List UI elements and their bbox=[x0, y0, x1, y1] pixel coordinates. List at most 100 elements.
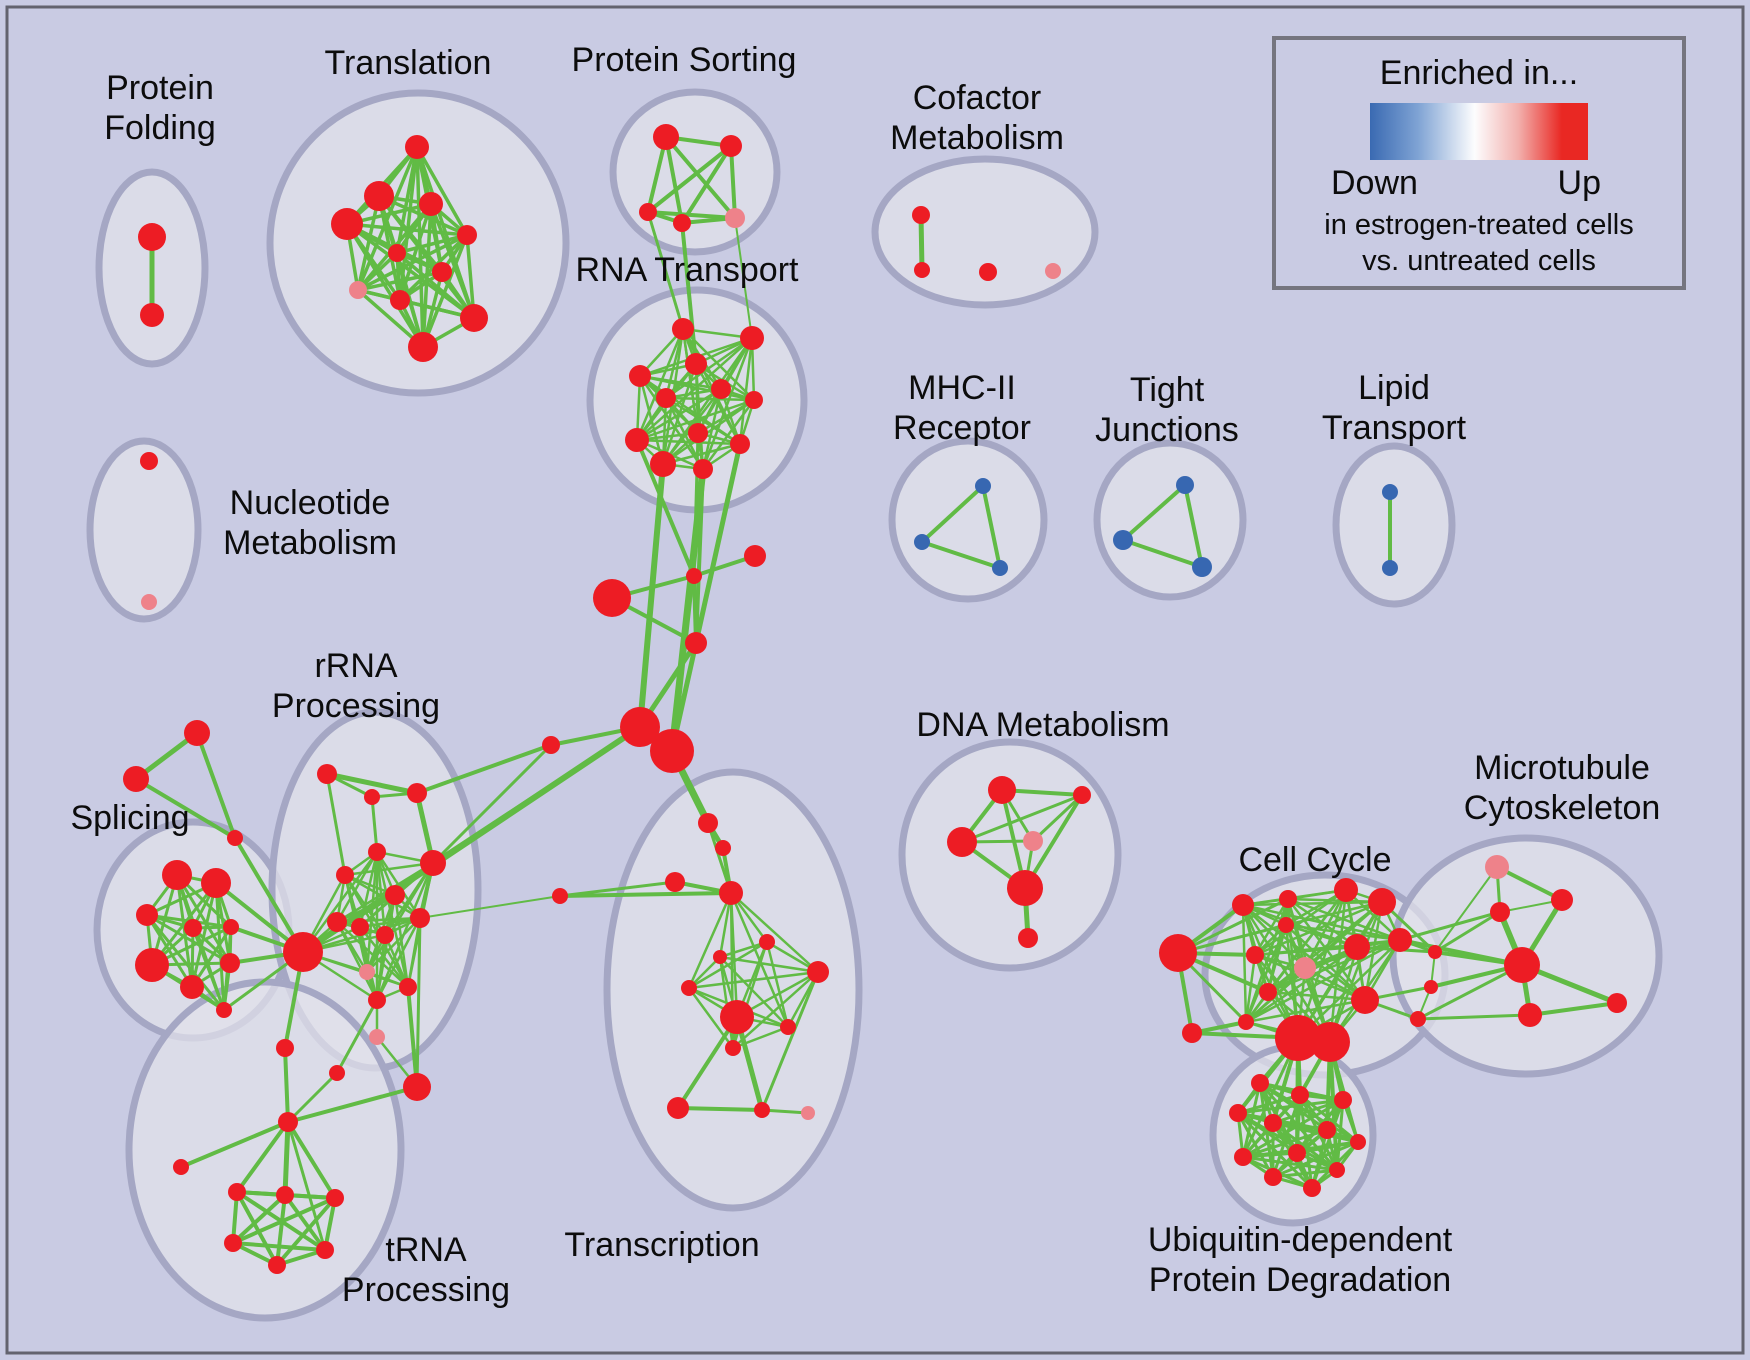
node-tr11 bbox=[408, 332, 438, 362]
node-nm1 bbox=[140, 452, 158, 470]
cluster-label-lipid-transport-line1: Lipid bbox=[1358, 369, 1430, 407]
node-rt5 bbox=[656, 388, 676, 408]
node-tp1 bbox=[278, 1112, 298, 1132]
edge-ps2-ps5 bbox=[729, 144, 737, 220]
edge-tg3-rr12 bbox=[233, 836, 305, 954]
edge-rr1-rr5 bbox=[325, 772, 347, 877]
node-tr6 bbox=[388, 244, 406, 262]
edge-cc1-cc13 bbox=[1241, 903, 1332, 1044]
edge-sp3-sp9 bbox=[145, 913, 226, 1012]
node-rr1 bbox=[317, 764, 337, 784]
node-h2 bbox=[744, 545, 766, 567]
cluster-label-ubiquitin-degradation-line2: Protein Degradation bbox=[1149, 1261, 1451, 1299]
edge-ub8-ub9 bbox=[1241, 1151, 1299, 1159]
edge-rt2-rt9 bbox=[635, 336, 754, 442]
edge-cc9-cc10 bbox=[1244, 945, 1359, 1024]
cluster-label-microtubule-cytoskeleton-line1: Microtubule bbox=[1474, 749, 1650, 787]
edge-cc5-cc8 bbox=[1266, 923, 1288, 994]
node-cc4 bbox=[1368, 888, 1396, 916]
edge-ps2-ps4 bbox=[680, 144, 733, 225]
edge-ps4-rt3 bbox=[680, 221, 698, 366]
edge-tg1-tg3 bbox=[195, 731, 237, 840]
cluster-ellipse-dna-metabolism bbox=[898, 738, 1122, 972]
edge-rr17-tp1 bbox=[286, 1071, 339, 1124]
edge-tr5-tr8 bbox=[356, 233, 469, 292]
node-tp2 bbox=[173, 1159, 189, 1175]
node-tr9 bbox=[390, 290, 410, 310]
legend-subtitle-line1: in estrogen-treated cells bbox=[1324, 209, 1634, 241]
edge-tp4-tp8 bbox=[275, 1193, 287, 1267]
edge-rt9-rt10 bbox=[635, 438, 742, 446]
cluster-label-lipid-transport-line2: Transport bbox=[1322, 409, 1467, 447]
node-tg3 bbox=[227, 830, 243, 846]
node-ps5 bbox=[725, 208, 745, 228]
edge-mh1-mh2 bbox=[920, 484, 985, 544]
node-tr7 bbox=[432, 262, 452, 282]
node-tp4 bbox=[276, 1186, 294, 1204]
node-rr17 bbox=[329, 1065, 345, 1081]
edge-h6-rr6 bbox=[431, 743, 553, 865]
node-tx4 bbox=[719, 881, 743, 905]
edge-dm2-dm4 bbox=[1031, 793, 1084, 843]
node-cc12 bbox=[1275, 1015, 1321, 1061]
node-rr11 bbox=[376, 926, 394, 944]
node-mc2 bbox=[1490, 902, 1510, 922]
edge-rr16-tp1 bbox=[283, 1046, 290, 1124]
edge-tx6-tx7 bbox=[718, 955, 820, 974]
node-cc2 bbox=[1279, 890, 1297, 908]
edge-sp3-sp8 bbox=[145, 913, 232, 965]
node-lt2 bbox=[1382, 560, 1398, 576]
edge-tr4-tr5 bbox=[345, 222, 469, 237]
edge-tr6-tr10 bbox=[395, 251, 476, 320]
node-rr15 bbox=[368, 991, 386, 1009]
node-dm4 bbox=[1023, 831, 1043, 851]
node-tx7 bbox=[807, 961, 829, 983]
node-tx2 bbox=[715, 840, 731, 856]
node-h4 bbox=[620, 707, 660, 747]
node-tg2 bbox=[123, 766, 149, 792]
node-rt11 bbox=[650, 451, 676, 477]
cluster-label-cofactor-metabolism-line1: Cofactor bbox=[913, 79, 1042, 117]
legend-up-label: Up bbox=[1557, 164, 1601, 202]
edge-tp5-tp8 bbox=[275, 1196, 337, 1267]
node-ub9 bbox=[1288, 1144, 1306, 1162]
cluster-label-tight-junctions-line2: Junctions bbox=[1095, 411, 1239, 449]
node-cg1 bbox=[1159, 934, 1197, 972]
node-cc7 bbox=[1246, 946, 1264, 964]
node-ub6 bbox=[1318, 1121, 1336, 1139]
node-rr13 bbox=[359, 964, 375, 980]
edge-cc3-cc13 bbox=[1328, 888, 1348, 1044]
node-tx8 bbox=[681, 980, 697, 996]
node-dm6 bbox=[1018, 928, 1038, 948]
edge-cc7-cc9 bbox=[1244, 953, 1257, 1024]
node-ub7 bbox=[1350, 1134, 1366, 1150]
edge-ps5-rt2 bbox=[734, 217, 753, 339]
cluster-label-nucleotide-metabolism-line1: Nucleotide bbox=[230, 484, 391, 522]
edge-tj1-tj2 bbox=[1121, 483, 1187, 542]
node-ps3 bbox=[639, 203, 657, 221]
edge-rr10-rr14 bbox=[406, 916, 422, 989]
node-tx1 bbox=[698, 813, 718, 833]
edge-tp5-tp6 bbox=[231, 1196, 337, 1245]
node-rr16 bbox=[276, 1039, 294, 1057]
node-mh1 bbox=[975, 478, 991, 494]
edge-cm1-cm2 bbox=[918, 212, 925, 273]
edge-ub3-ub4 bbox=[1236, 1098, 1345, 1115]
edge-tr5-tr6 bbox=[395, 233, 469, 255]
edge-cg1-cc2 bbox=[1176, 897, 1290, 955]
edge-rt5-rt7 bbox=[664, 396, 756, 402]
edge-rt2-rt5 bbox=[664, 336, 754, 400]
cluster-label-dna-metabolism: DNA Metabolism bbox=[916, 706, 1169, 744]
edge-dm2-dm5 bbox=[1023, 793, 1084, 890]
edge-rr2-rr4 bbox=[370, 795, 379, 854]
edge-rt8-h1 bbox=[692, 431, 700, 578]
node-ub11 bbox=[1264, 1168, 1282, 1186]
cluster-label-trna-processing-line2: Processing bbox=[342, 1271, 510, 1309]
cluster-ellipse-mhc-ii-receptor bbox=[888, 437, 1048, 603]
edge-bx1-tx4 bbox=[558, 891, 733, 898]
edge-cc5-cc11 bbox=[1284, 923, 1402, 942]
edge-tp6-tp7 bbox=[231, 1241, 327, 1252]
node-ub4 bbox=[1229, 1104, 1247, 1122]
edge-ps2-ps3 bbox=[646, 144, 733, 214]
node-ub1 bbox=[1251, 1074, 1269, 1092]
